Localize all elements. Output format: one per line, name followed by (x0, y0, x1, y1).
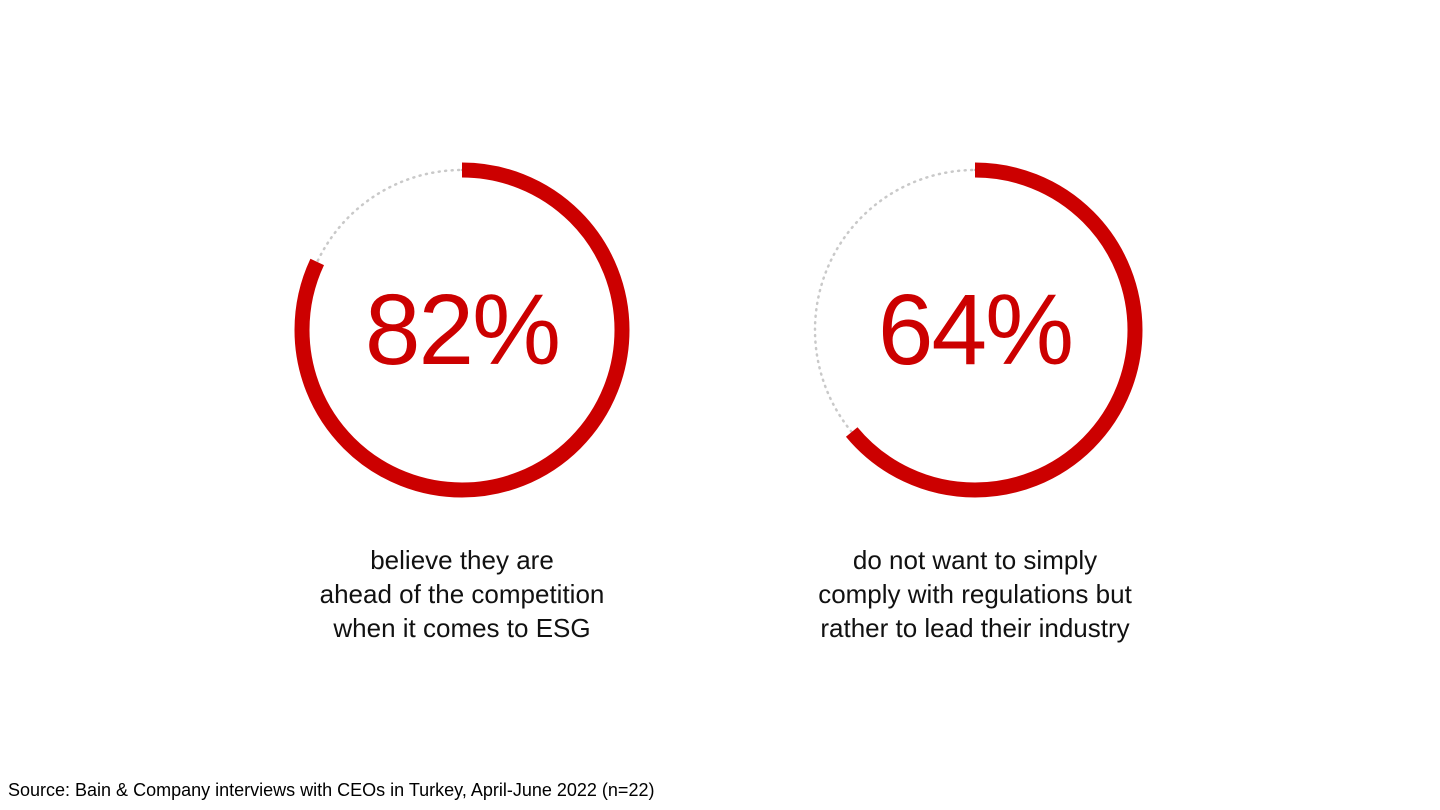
caption-line: do not want to simply (852, 545, 1098, 575)
source-note: Source: Bain & Company interviews with C… (8, 780, 655, 800)
gauge-value-arc (294, 162, 630, 498)
caption-line: ahead of the competition (319, 579, 605, 609)
gauge-82-caption: believe they are ahead of the competitio… (282, 543, 642, 645)
gauge-82-percent: 82% (282, 150, 642, 510)
caption-line: rather to lead their industry (820, 613, 1130, 643)
caption-line: when it comes to ESG (333, 613, 591, 643)
gauge-64-percent: 64% (795, 150, 1155, 510)
gauge-64-caption: do not want to simply comply with regula… (795, 543, 1155, 645)
gauge-82-svg (294, 162, 630, 498)
caption-line: believe they are (370, 545, 554, 575)
gauge-64-svg (807, 162, 1143, 498)
gauge-value-arc (807, 162, 1143, 498)
caption-line: comply with regulations but (818, 579, 1132, 609)
